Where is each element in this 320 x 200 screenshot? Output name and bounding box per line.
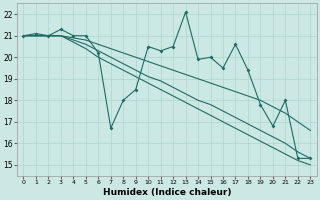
X-axis label: Humidex (Indice chaleur): Humidex (Indice chaleur) <box>103 188 231 197</box>
